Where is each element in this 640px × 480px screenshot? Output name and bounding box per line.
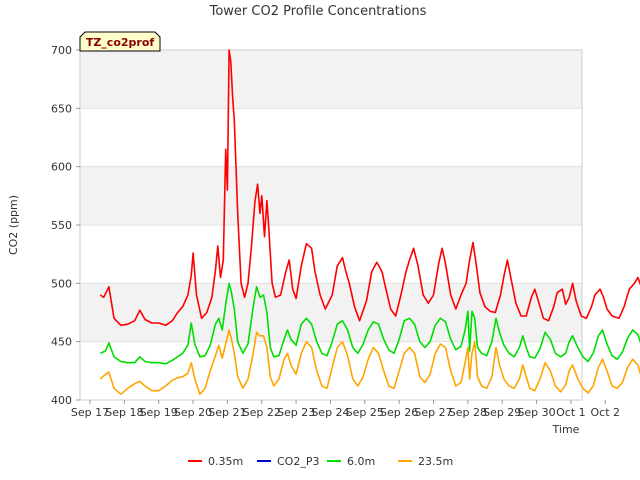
chart-title: Tower CO2 Profile Concentrations xyxy=(209,4,427,19)
x-tick-label: Sep 27 xyxy=(414,406,452,419)
plot-band xyxy=(80,283,582,342)
legend-label: CO2_P3 xyxy=(277,455,319,468)
legend-label: 23.5m xyxy=(418,455,453,468)
x-tick-label: Sep 26 xyxy=(380,406,418,419)
y-axis: 400 450 500 550 600 650 700 xyxy=(51,44,80,407)
legend: 0.35m CO2_P3 6.0m 23.5m xyxy=(188,455,453,468)
x-tick-label: Sep 20 xyxy=(174,406,212,419)
y-tick-label: 650 xyxy=(51,102,72,115)
x-tick-label: Sep 25 xyxy=(346,406,384,419)
series-line-6-0m xyxy=(99,282,640,365)
plot-band xyxy=(80,50,582,109)
plot-background xyxy=(80,50,582,342)
series-lines xyxy=(99,49,640,395)
x-tick-label: Sep 18 xyxy=(105,406,143,419)
x-tick-label: Sep 24 xyxy=(311,406,349,419)
y-tick-label: 450 xyxy=(51,336,72,349)
x-tick-label: Sep 28 xyxy=(449,406,487,419)
x-tick-label: Oct 2 xyxy=(590,406,620,419)
x-tick-label: Sep 17 xyxy=(71,406,109,419)
y-tick-label: 600 xyxy=(51,161,72,174)
series-line-0-35m xyxy=(99,49,640,327)
y-tick-label: 700 xyxy=(51,44,72,57)
x-tick-label: Sep 23 xyxy=(277,406,315,419)
chart-tag-text: TZ_co2prof xyxy=(86,36,155,49)
x-tick-label: Sep 30 xyxy=(517,406,555,419)
y-tick-label: 550 xyxy=(51,219,72,232)
legend-label: 6.0m xyxy=(347,455,375,468)
x-tick-label: Sep 29 xyxy=(483,406,521,419)
y-tick-label: 400 xyxy=(51,394,72,407)
x-tick-label: Sep 22 xyxy=(243,406,281,419)
y-axis-label: CO2 (ppm) xyxy=(7,195,20,255)
series-line-23-5m xyxy=(99,329,640,395)
x-tick-label: Sep 19 xyxy=(140,406,178,419)
legend-label: 0.35m xyxy=(208,455,243,468)
x-tick-label: Oct 1 xyxy=(556,406,586,419)
x-tick-label: Sep 21 xyxy=(208,406,246,419)
chart-tag: TZ_co2prof xyxy=(79,31,161,52)
plot-band xyxy=(80,166,582,225)
y-tick-label: 500 xyxy=(51,277,72,290)
chart-tag-box xyxy=(79,31,161,52)
x-axis-label: Time xyxy=(552,423,580,436)
